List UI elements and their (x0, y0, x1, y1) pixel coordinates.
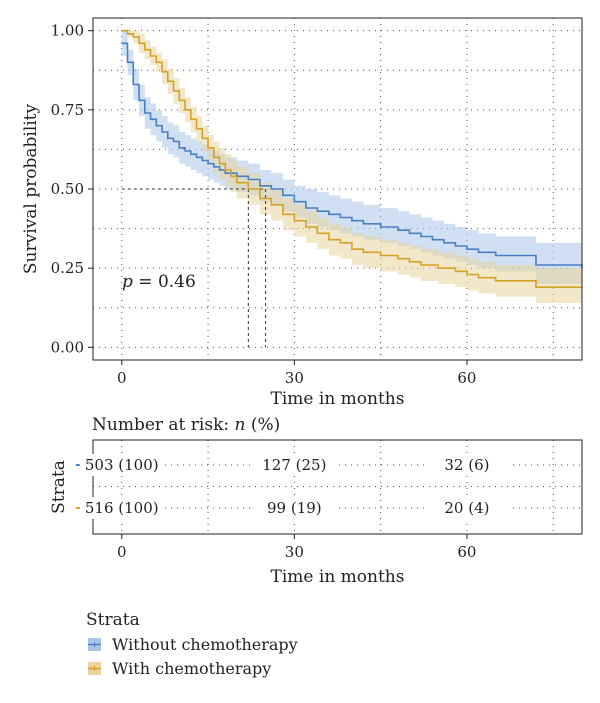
y-tick-label: 0.75 (51, 101, 84, 119)
risk-cell-bg (424, 497, 509, 519)
risk-cell-bg (424, 454, 509, 476)
p-value-annotation: p = 0.46 (122, 272, 196, 292)
risk-x-tick-label: 60 (457, 543, 476, 561)
p-value-symbol: p (122, 272, 133, 292)
x-axis-ticks: 0 30 60 (117, 360, 476, 387)
risk-cell: 20 (4) (444, 499, 489, 517)
x-tick-label: 0 (117, 369, 127, 387)
risk-cell: 516 (100) (85, 499, 159, 517)
x-tick-label: 60 (457, 369, 476, 387)
risk-x-ticks: 0 30 60 (117, 534, 476, 561)
risk-x-tick-label: 0 (117, 543, 127, 561)
x-tick-label: 30 (285, 369, 304, 387)
survival-curve-1 (121, 42, 583, 269)
risk-cell-bg (252, 454, 337, 476)
risk-table: Number at risk: n (%) 503 (100) 127 (25) 3… (49, 415, 583, 587)
risk-title-prefix: Number at risk: (92, 415, 235, 435)
y-tick-label: 1.00 (51, 22, 84, 40)
risk-cell-bg (79, 454, 164, 476)
risk-frame (92, 439, 583, 535)
risk-title-n: n (235, 415, 246, 435)
median-lines (121, 188, 267, 348)
risk-title-suffix: (%) (245, 415, 280, 435)
survival-curve-2 (121, 29, 582, 288)
risk-cell-bg (79, 497, 164, 519)
risk-cell: 99 (19) (267, 499, 322, 517)
y-tick-label: 0.50 (51, 180, 84, 198)
legend-label: Without chemotherapy (112, 635, 298, 654)
legend-title: Strata (86, 610, 140, 630)
risk-x-tick-label: 30 (285, 543, 304, 561)
p-value-number: = 0.46 (133, 272, 196, 292)
confidence-bands (121, 30, 582, 304)
risk-cell-bg (252, 497, 337, 519)
risk-x-label: Time in months (271, 567, 405, 587)
risk-y-label: Strata (49, 460, 69, 514)
y-axis-ticks: 0.00 0.25 0.50 0.75 1.00 (51, 22, 93, 356)
legend-label: With chemotherapy (112, 659, 271, 678)
legend: Strata Without chemotherapy With chemothe… (86, 610, 298, 678)
risk-cell: 503 (100) (85, 456, 159, 474)
y-axis-label: Survival probability (21, 103, 41, 274)
km-plot: 0.00 0.25 0.50 0.75 1.00 0 30 60 Survival prob… (21, 17, 583, 409)
x-axis-label: Time in months (271, 389, 405, 409)
risk-cell: 32 (6) (444, 456, 489, 474)
risk-table-title: Number at risk: n (%) (92, 415, 280, 435)
risk-cell: 127 (25) (262, 456, 326, 474)
risk-rows: 503 (100) 127 (25) 32 (6) 516 (100) 99 (19) 2… (76, 454, 509, 519)
y-tick-label: 0.00 (51, 338, 84, 356)
y-tick-label: 0.25 (51, 259, 84, 277)
legend-items: Without chemotherapy With chemotherapy (88, 635, 298, 678)
survival-curves (121, 29, 583, 288)
